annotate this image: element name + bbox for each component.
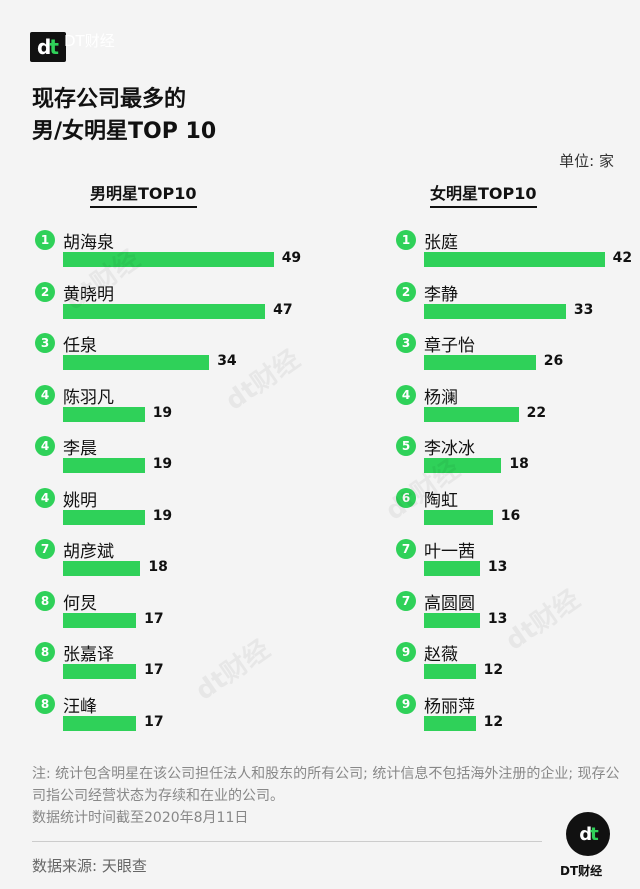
bar: [424, 715, 476, 731]
category-label: 汪峰: [63, 696, 97, 717]
bar: [424, 458, 502, 473]
rank-badge: 3: [35, 333, 55, 353]
rank-badge: 7: [396, 539, 416, 559]
category-label: 高圆圆: [424, 593, 475, 614]
rank-badge: 6: [396, 487, 416, 508]
value-label: 17: [144, 610, 164, 627]
rank-badge: 8: [35, 590, 55, 611]
category-label: 陶虹: [424, 490, 458, 511]
watermark: dt财经: [190, 634, 276, 707]
rank-badge: 5: [396, 436, 416, 456]
footnote-scope: 注: 统计包含明星在该公司担任法人和股东的所有公司; 统计信息不包括海外注册的企…: [32, 766, 620, 804]
bar: [424, 612, 480, 628]
value-label: 42: [612, 250, 633, 266]
category-label: 任泉: [63, 336, 97, 356]
value-label: 16: [500, 507, 521, 524]
bar: [63, 715, 137, 731]
brand-mark: dt: [37, 35, 59, 59]
category-label: 李冰冰: [424, 439, 475, 459]
bar: [63, 252, 274, 267]
brand-badge-name: DT财经: [560, 864, 603, 878]
category-label: 杨丽萍: [424, 696, 475, 717]
bar: [63, 303, 266, 319]
value-label: 18: [509, 456, 529, 472]
bar: [424, 355, 536, 370]
value-label: 12: [483, 713, 504, 730]
value-label: 33: [573, 301, 594, 318]
title-line-2: 男/女明星TOP 10: [32, 119, 217, 144]
bar: [63, 355, 210, 370]
category-label: 叶一茜: [424, 542, 475, 562]
rank-badge: 4: [396, 384, 416, 405]
bar: [424, 406, 519, 422]
category-label: 胡彦斌: [63, 542, 114, 562]
rank-badge: 8: [35, 693, 55, 714]
category-label: 胡海泉: [63, 233, 114, 253]
category-label: 杨澜: [424, 387, 458, 408]
bar: [424, 664, 476, 679]
male-chart-title: 男明星TOP10: [90, 180, 197, 208]
bar: [63, 458, 145, 473]
rank-badge: 1: [35, 230, 55, 250]
bar: [424, 509, 493, 525]
rank-badge: 2: [35, 281, 55, 302]
rank-badge: 9: [396, 642, 416, 662]
value-label: 22: [526, 404, 547, 421]
watermark: dt财经: [220, 344, 306, 417]
bar: [63, 509, 145, 525]
value-label: 18: [148, 559, 168, 575]
value-label: 34: [217, 353, 237, 369]
category-label: 李晨: [63, 439, 97, 459]
footnote-date: 数据统计时间截至2020年8月11日: [32, 810, 249, 826]
bar: [63, 664, 137, 679]
watermark: dt财经: [500, 584, 586, 657]
category-label: 李静: [424, 284, 458, 305]
rank-badge: 4: [35, 384, 55, 405]
category-label: 姚明: [63, 490, 97, 511]
value-label: 19: [152, 507, 173, 524]
unit-label: 单位: 家: [559, 152, 614, 170]
rank-badge: 1: [396, 230, 416, 250]
divider: [32, 841, 542, 842]
brand-name: DT财经: [64, 32, 115, 50]
category-label: 张庭: [424, 233, 458, 253]
bar: [424, 303, 566, 319]
data-source: 数据来源: 天眼查: [32, 857, 147, 875]
title-line-1: 现存公司最多的: [32, 87, 187, 112]
bar: [63, 561, 141, 576]
rank-badge: 4: [35, 436, 55, 456]
rank-badge: 2: [396, 281, 416, 302]
bar: [63, 406, 145, 422]
value-label: 13: [487, 610, 508, 627]
rank-badge: 7: [396, 590, 416, 611]
value-label: 12: [483, 662, 504, 678]
rank-badge: 9: [396, 693, 416, 714]
page-title: 现存公司最多的 男/女明星TOP 10: [32, 84, 216, 148]
female-chart-title: 女明星TOP10: [430, 180, 537, 208]
category-label: 赵薇: [424, 645, 458, 665]
bar: [63, 612, 137, 628]
value-label: 19: [152, 456, 173, 472]
category-label: 何炅: [63, 593, 97, 614]
value-label: 17: [144, 662, 164, 678]
category-label: 张嘉译: [63, 645, 114, 665]
value-label: 13: [487, 559, 508, 575]
rank-badge: 7: [35, 539, 55, 559]
rank-badge: 8: [35, 642, 55, 662]
value-label: 17: [144, 713, 164, 730]
value-label: 47: [273, 301, 293, 318]
value-label: 19: [152, 404, 173, 421]
category-label: 黄晓明: [63, 284, 114, 305]
brand-logo: dt DT财经: [30, 32, 115, 62]
bar: [424, 561, 480, 576]
category-label: 章子怡: [424, 336, 475, 356]
bar: [424, 252, 605, 267]
footnote: 注: 统计包含明星在该公司担任法人和股东的所有公司; 统计信息不包括海外注册的企…: [32, 763, 622, 829]
category-label: 陈羽凡: [63, 387, 114, 408]
value-label: 26: [543, 353, 564, 369]
rank-badge: 4: [35, 487, 55, 508]
value-label: 49: [281, 250, 302, 266]
rank-badge: 3: [396, 333, 416, 353]
